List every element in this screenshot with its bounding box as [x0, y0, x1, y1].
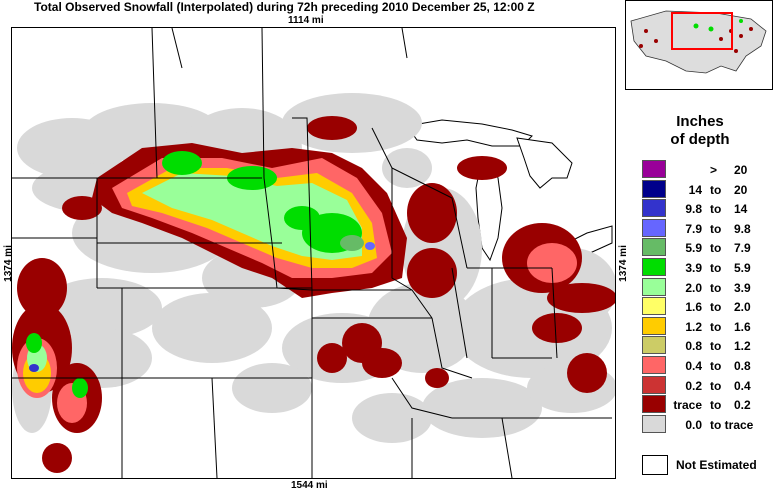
legend-swatch — [642, 199, 666, 218]
legend-row: 2.0 to 3.9 — [642, 277, 772, 298]
legend-separator: to — [710, 319, 722, 334]
legend-low-value: trace — [673, 398, 702, 413]
legend-high-value: 0.4 — [734, 378, 751, 393]
legend-swatch — [642, 257, 666, 276]
legend-swatch — [642, 238, 666, 257]
not-estimated-label: Not Estimated — [676, 458, 757, 472]
legend-swatch — [642, 160, 666, 178]
inset-extent-box — [671, 12, 733, 50]
legend-high-value: 3.9 — [734, 280, 751, 295]
not-estimated-swatch — [642, 455, 668, 475]
snow-7.9-14 — [29, 242, 375, 372]
legend-separator: to — [710, 280, 722, 295]
legend-high-value: 0.8 — [734, 358, 751, 373]
legend-separator: to — [710, 221, 722, 236]
legend: >20 14 to 20 9.8 to 14 7.9 to 9.8 5.9 to 7.9 3.9 to 5.9… — [642, 160, 772, 434]
legend-row: 0.8 to 1.2 — [642, 336, 772, 356]
legend-separator: to — [710, 260, 722, 275]
legend-low-value: 2.0 — [685, 280, 702, 295]
legend-separator: to — [710, 182, 722, 197]
legend-swatch — [642, 375, 666, 394]
legend-row: >20 — [642, 160, 772, 180]
snowfall-map — [11, 27, 616, 479]
legend-swatch — [642, 336, 666, 355]
legend-high-value: 20 — [734, 182, 748, 197]
legend-row: 5.9 to 7.9 — [642, 238, 772, 258]
legend-row: 3.9 to 5.9 — [642, 257, 772, 278]
legend-low-value: 9.8 — [685, 202, 702, 217]
legend-row: 0.4 to 0.8 — [642, 355, 772, 376]
map-title: Total Observed Snowfall (Interpolated) d… — [34, 0, 535, 14]
legend-swatch — [642, 277, 666, 296]
legend-separator: to — [710, 202, 722, 217]
legend-separator: to — [710, 339, 722, 354]
legend-row: 0.2 to 0.4 — [642, 375, 772, 396]
legend-title: Inches of depth — [670, 113, 730, 148]
scale-label-bottom: 1544 mi — [291, 480, 328, 491]
legend-high-value: 1.2 — [734, 339, 751, 354]
legend-high-value: 1.6 — [734, 319, 751, 334]
legend-high-value: 2.0 — [734, 300, 751, 315]
legend-separator: to — [710, 358, 722, 373]
legend-swatch — [642, 316, 666, 335]
legend-row: trace to 0.2 — [642, 395, 772, 415]
legend-swatch — [642, 297, 666, 316]
snow-5.9-7.9 — [340, 235, 364, 251]
legend-high-value: 14 — [734, 202, 748, 217]
legend-separator: > — [710, 163, 718, 177]
scale-label-right: 1374 mi — [617, 245, 629, 282]
inset-canvas — [630, 10, 767, 74]
legend-high-value: 9.8 — [734, 221, 751, 236]
legend-row: 9.8 to 14 — [642, 199, 772, 219]
legend-low-value: 7.9 — [685, 221, 702, 236]
legend-row: 1.6 to 2.0 — [642, 297, 772, 317]
legend-low-value: 1.2 — [685, 319, 702, 334]
legend-low-value: 14 — [688, 182, 702, 197]
legend-swatch — [642, 218, 666, 237]
legend-low-value: 0.8 — [685, 339, 702, 354]
legend-low-value: 0.0 — [685, 417, 702, 432]
legend-row: 1.2 to 1.6 — [642, 316, 772, 337]
legend-separator: to — [710, 300, 722, 315]
legend-row: 14 to 20 — [642, 179, 772, 200]
scale-label-left: 1374 mi — [2, 245, 14, 282]
legend-swatch — [642, 355, 666, 374]
legend-low-value: 0.4 — [685, 358, 702, 373]
locator-inset-map — [625, 0, 773, 90]
legend-high-value: 5.9 — [734, 260, 751, 275]
legend-separator: to trace — [710, 417, 754, 432]
legend-high-value: 7.9 — [734, 241, 751, 256]
legend-swatch — [642, 179, 666, 198]
legend-row: 0.0 to trace — [642, 414, 772, 435]
state-boundaries — [12, 28, 612, 478]
legend-low-value: 0.2 — [685, 378, 702, 393]
legend-swatch — [642, 395, 666, 414]
legend-high-value: 20 — [734, 163, 748, 177]
legend-row: 7.9 to 9.8 — [642, 218, 772, 239]
legend-high-value: 0.2 — [734, 398, 751, 413]
snow-3.9-5.9 — [26, 151, 362, 398]
legend-separator: to — [710, 378, 722, 393]
legend-swatch — [642, 414, 666, 433]
legend-low-value: 5.9 — [685, 241, 702, 256]
legend-low-value: 3.9 — [685, 260, 702, 275]
legend-low-value: 1.6 — [685, 300, 702, 315]
legend-separator: to — [710, 398, 722, 413]
legend-separator: to — [710, 241, 722, 256]
map-canvas — [12, 28, 615, 478]
scale-label-top: 1114 mi — [288, 15, 324, 26]
